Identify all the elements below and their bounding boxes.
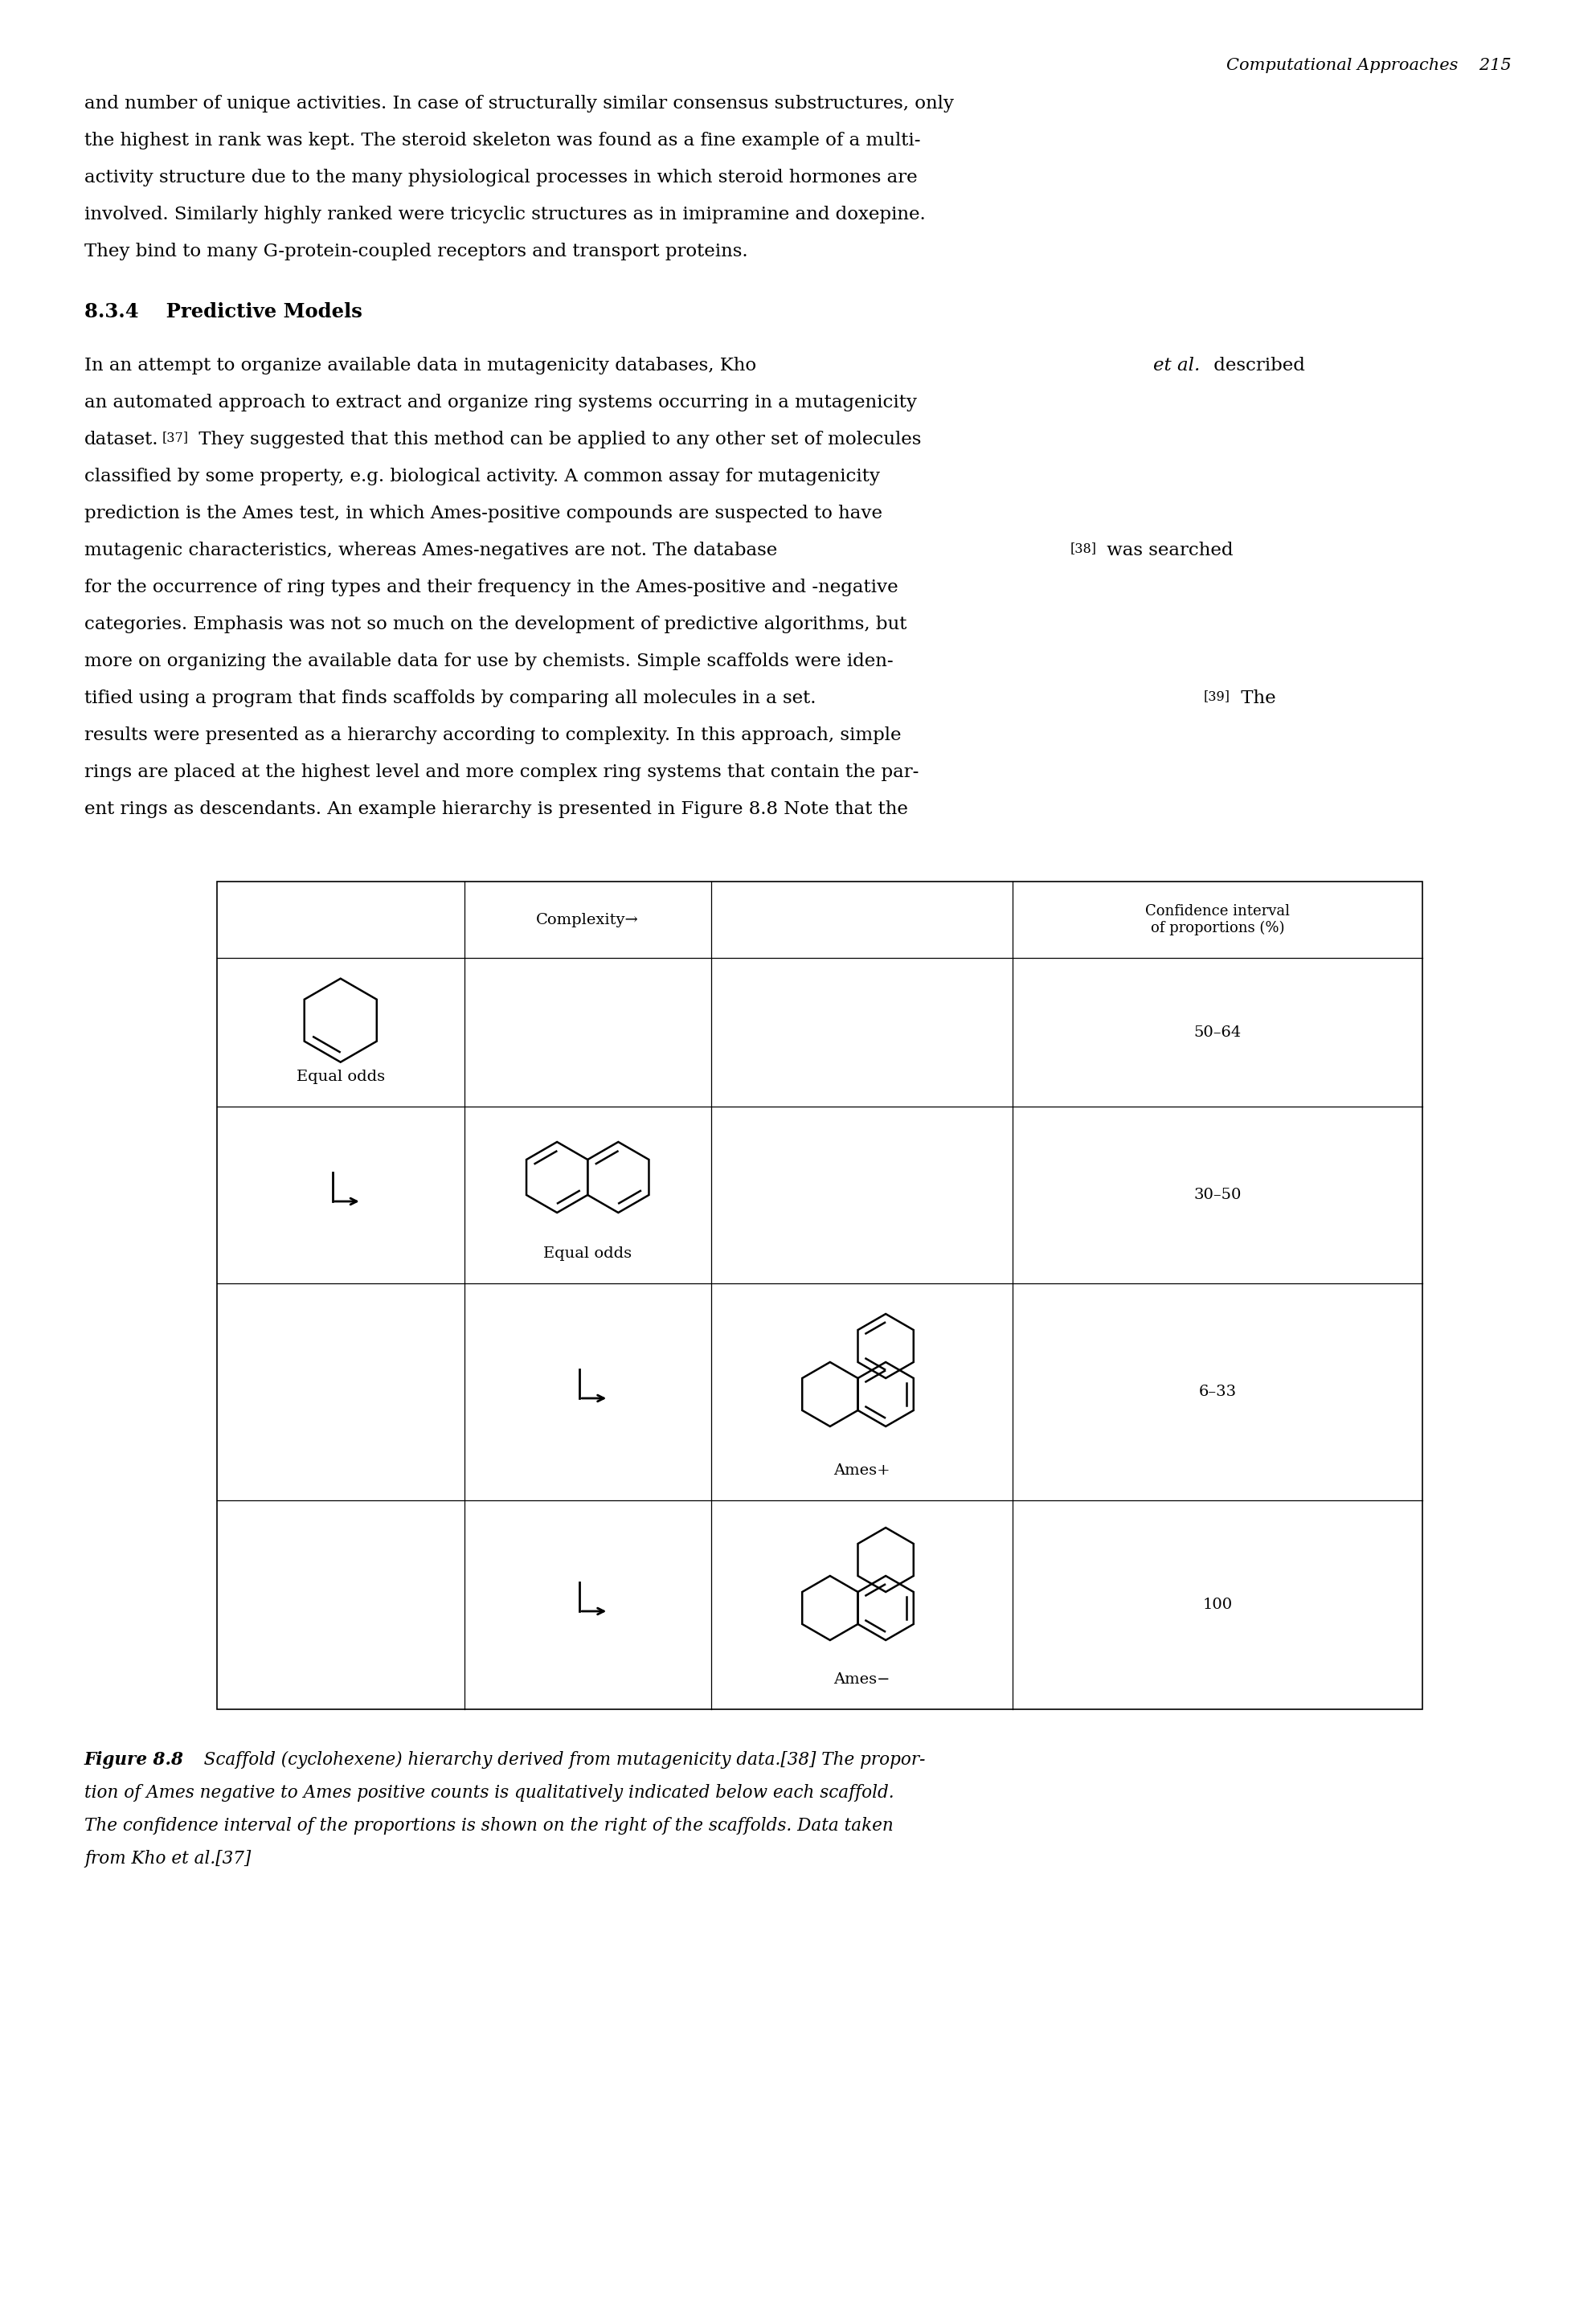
Text: an automated approach to extract and organize ring systems occurring in a mutage: an automated approach to extract and org…	[85, 394, 918, 412]
Bar	[217, 882, 1422, 1709]
Text: involved. Similarly highly ranked were tricyclic structures as in imipramine and: involved. Similarly highly ranked were t…	[85, 206, 926, 222]
Text: [38]: [38]	[1071, 542, 1096, 556]
Text: rings are placed at the highest level and more complex ring systems that contain: rings are placed at the highest level an…	[85, 764, 919, 780]
Text: In an attempt to organize available data in mutagenicity databases, Kho: In an attempt to organize available data…	[85, 357, 763, 375]
Text: results were presented as a hierarchy according to complexity. In this approach,: results were presented as a hierarchy ac…	[85, 727, 902, 743]
Text: 100: 100	[1202, 1598, 1232, 1612]
Text: activity structure due to the many physiological processes in which steroid horm: activity structure due to the many physi…	[85, 169, 918, 185]
Text: Figure 8.8: Figure 8.8	[85, 1751, 184, 1769]
Text: categories. Emphasis was not so much on the development of predictive algorithms: categories. Emphasis was not so much on …	[85, 616, 907, 632]
Text: for the occurrence of ring types and their frequency in the Ames-positive and -n: for the occurrence of ring types and the…	[85, 579, 899, 595]
Text: more on organizing the available data for use by chemists. Simple scaffolds were: more on organizing the available data fo…	[85, 653, 894, 669]
Text: Ames+: Ames+	[833, 1464, 891, 1478]
Text: Equal odds: Equal odds	[297, 1070, 385, 1084]
Text: Computational Approaches    215: Computational Approaches 215	[1227, 58, 1511, 74]
Text: ent rings as descendants. An example hierarchy is presented in Figure 8.8 Note t: ent rings as descendants. An example hie…	[85, 801, 908, 818]
Text: Scaffold (cyclohexene) hierarchy derived from mutagenicity data.[38] The propor-: Scaffold (cyclohexene) hierarchy derived…	[187, 1751, 926, 1769]
Text: [37]: [37]	[163, 431, 188, 445]
Text: 6–33: 6–33	[1199, 1385, 1237, 1399]
Text: mutagenic characteristics, whereas Ames-negatives are not. The database: mutagenic characteristics, whereas Ames-…	[85, 542, 777, 558]
Text: Complexity→: Complexity→	[536, 913, 638, 926]
Text: the highest in rank was kept. The steroid skeleton was found as a fine example o: the highest in rank was kept. The steroi…	[85, 132, 921, 151]
Text: 30–50: 30–50	[1194, 1188, 1242, 1202]
Text: The: The	[1235, 690, 1275, 706]
Text: Confidence interval
of proportions (%): Confidence interval of proportions (%)	[1146, 903, 1290, 936]
Text: from Kho et al.[37]: from Kho et al.[37]	[85, 1850, 251, 1867]
Text: Ames−: Ames−	[833, 1672, 891, 1686]
Text: [39]: [39]	[1203, 690, 1231, 704]
Text: 8.3.4    Predictive Models: 8.3.4 Predictive Models	[85, 301, 362, 322]
Text: tion of Ames negative to Ames positive counts is qualitatively indicated below e: tion of Ames negative to Ames positive c…	[85, 1783, 894, 1802]
Text: 50–64: 50–64	[1194, 1026, 1242, 1040]
Text: tified using a program that finds scaffolds by comparing all molecules in a set.: tified using a program that finds scaffo…	[85, 690, 816, 706]
Text: described: described	[1208, 357, 1306, 375]
Text: They bind to many G-protein-coupled receptors and transport proteins.: They bind to many G-protein-coupled rece…	[85, 243, 749, 259]
Text: classified by some property, e.g. biological activity. A common assay for mutage: classified by some property, e.g. biolog…	[85, 468, 879, 486]
Text: dataset.: dataset.	[85, 431, 158, 449]
Text: and number of unique activities. In case of structurally similar consensus subst: and number of unique activities. In case…	[85, 95, 954, 113]
Text: was searched: was searched	[1101, 542, 1234, 558]
Text: Equal odds: Equal odds	[543, 1246, 632, 1260]
Text: prediction is the Ames test, in which Ames-positive compounds are suspected to h: prediction is the Ames test, in which Am…	[85, 505, 883, 523]
Text: The confidence interval of the proportions is shown on the right of the scaffold: The confidence interval of the proportio…	[85, 1818, 894, 1834]
Text: et al.: et al.	[1154, 357, 1200, 375]
Text: They suggested that this method can be applied to any other set of molecules: They suggested that this method can be a…	[193, 431, 921, 449]
